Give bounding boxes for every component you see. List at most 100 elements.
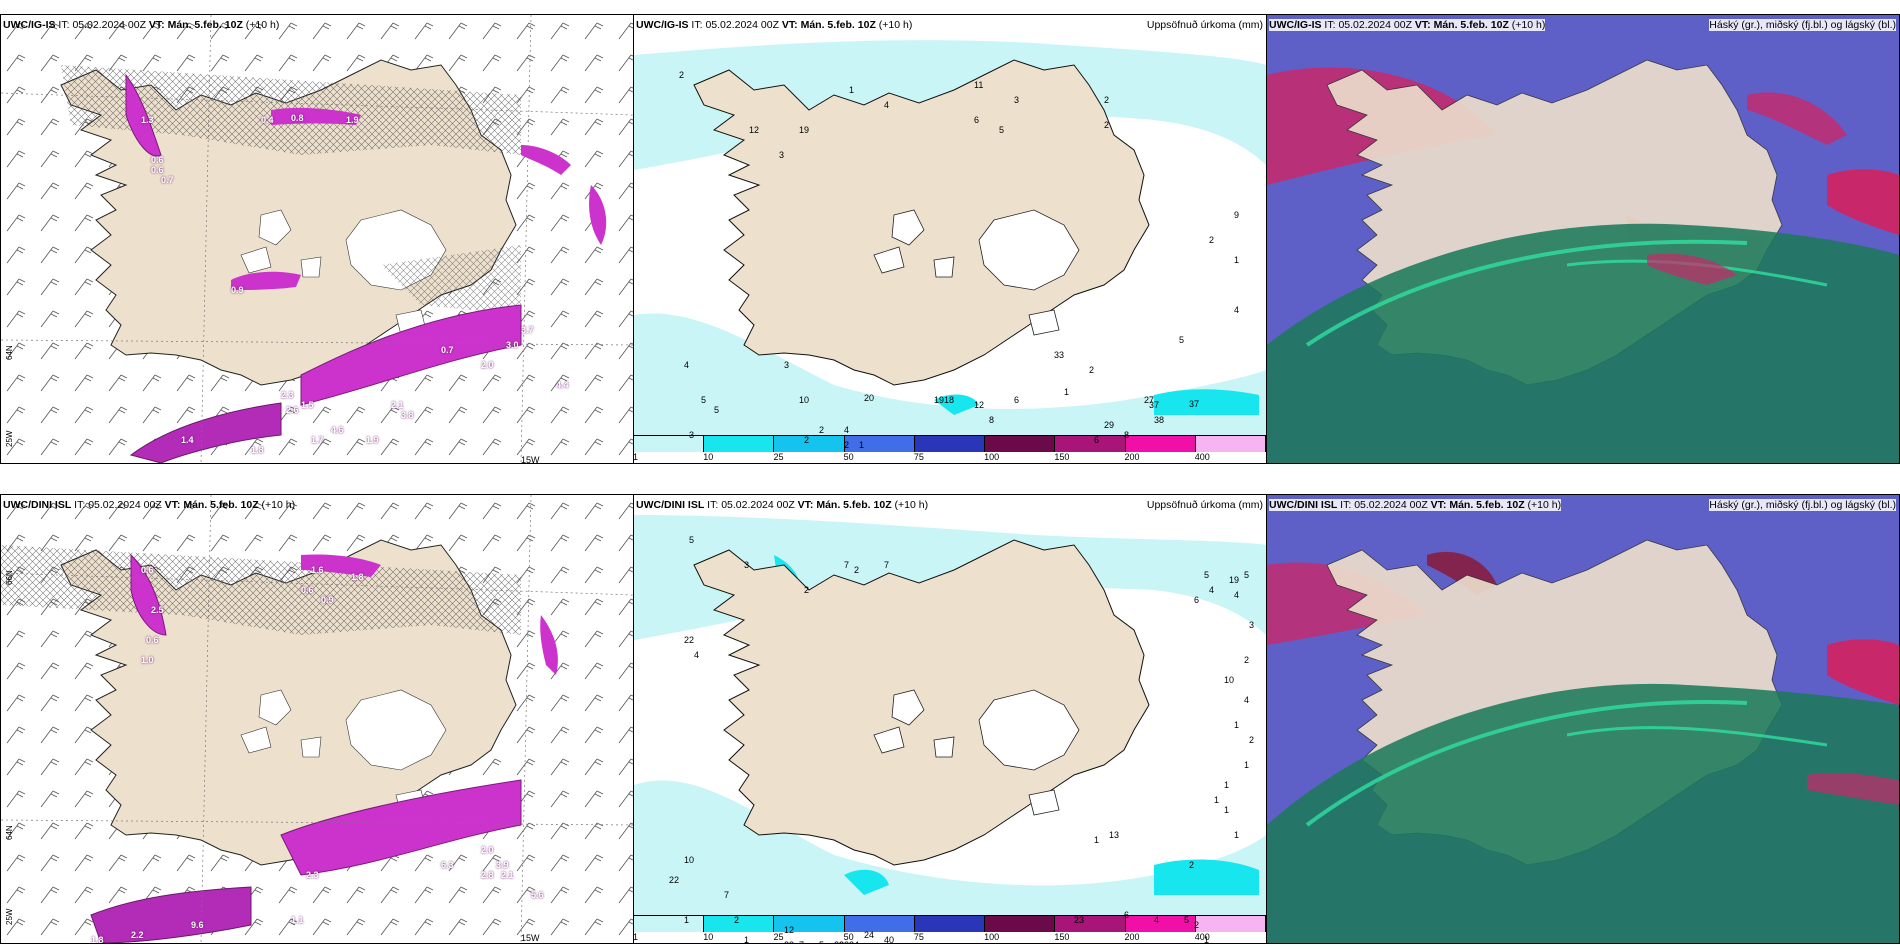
scale-swatch xyxy=(1055,436,1126,452)
scale-label: 200 xyxy=(1124,932,1140,942)
value-label: 4 xyxy=(1234,590,1240,600)
value-label: 24 xyxy=(864,930,875,940)
value-label: 1 xyxy=(1234,720,1240,730)
scale-label: 150 xyxy=(1054,452,1070,462)
map-panel-precip-igis: UWC/IG-IS IT: 05.02.2024 00Z VT: Mán. 5.… xyxy=(633,14,1267,464)
value-label: 2.8 xyxy=(481,870,494,880)
value-label: 4 xyxy=(844,425,850,435)
value-label: 1.4 xyxy=(181,435,194,445)
scale-label: 25 xyxy=(773,932,784,942)
value-label: 40 xyxy=(884,935,895,944)
value-label: 1 xyxy=(744,935,750,944)
value-label: 12 xyxy=(974,400,985,410)
value-label: 1 xyxy=(1244,760,1250,770)
value-label: 2 xyxy=(1104,120,1110,130)
scale-label: 100 xyxy=(984,452,1000,462)
value-label: 1.3 xyxy=(141,115,154,125)
lat-label-25w: 25W xyxy=(5,430,14,447)
value-label: 10 xyxy=(1224,675,1235,685)
value-label: 37 xyxy=(1189,399,1200,409)
panel-title: UWC/DINI ISL IT: 05.02.2024 00Z VT: Mán.… xyxy=(3,499,296,511)
value-label: 7 xyxy=(724,890,730,900)
value-label: 0.6 xyxy=(146,635,159,645)
value-label: 22 xyxy=(684,635,695,645)
value-label: 19 xyxy=(799,125,810,135)
value-label: 2.0 xyxy=(481,360,494,370)
value-label: 2 xyxy=(1104,95,1110,105)
scale-swatch xyxy=(1125,916,1196,932)
scale-label: 100 xyxy=(984,932,1000,942)
value-label: 1.6 xyxy=(311,565,324,575)
value-label: 2.6 xyxy=(286,405,299,415)
precip-color-scale: 1 10 25 50 75 100 150 200 400 xyxy=(634,435,1266,463)
value-label: 8 xyxy=(989,415,995,425)
panel-title: UWC/DINI ISL IT: 05.02.2024 00Z VT: Mán.… xyxy=(1269,499,1562,511)
value-label: 12 xyxy=(749,125,760,135)
value-label: 1.9 xyxy=(366,435,379,445)
value-label: 24 xyxy=(849,940,859,943)
value-label: 1 xyxy=(1214,795,1220,805)
scale-label: 25 xyxy=(773,452,784,462)
value-label: 1 xyxy=(849,85,855,95)
value-label: 4.6 xyxy=(331,425,344,435)
value-label: 0.4 xyxy=(261,115,274,125)
value-label: 2.3 xyxy=(306,870,319,880)
value-label: 3.7 xyxy=(521,325,534,335)
value-label: 4 xyxy=(884,100,890,110)
value-label: 18 xyxy=(944,395,955,405)
scale-swatch xyxy=(985,436,1056,452)
value-label: 2.3 xyxy=(281,390,294,400)
value-label: 0.7 xyxy=(161,175,174,185)
scale-swatch xyxy=(774,916,845,932)
value-label: 2 xyxy=(804,435,810,445)
value-label: 3.8 xyxy=(401,410,414,420)
scale-swatch xyxy=(844,436,915,452)
panel-title: UWC/IG-IS IT: 05.02.2024 00Z VT: Mán. 5.… xyxy=(636,19,913,31)
value-label: 2 xyxy=(844,440,850,450)
value-label: 1.7 xyxy=(311,435,324,445)
value-label: 6 xyxy=(1124,910,1130,920)
value-label: 9 xyxy=(1234,210,1240,220)
scale-swatch xyxy=(1195,916,1266,932)
panel-subtitle: Uppsöfnuð úrkoma (mm) xyxy=(1146,19,1263,31)
value-label: 1.5 xyxy=(301,400,314,410)
value-label: 3 xyxy=(744,560,750,570)
lat-label-66n: 66N xyxy=(5,570,14,585)
value-label: 2.0 xyxy=(481,845,494,855)
value-label: 1 xyxy=(1234,830,1240,840)
value-label: 2.2 xyxy=(131,930,144,940)
value-label: 2 xyxy=(1244,655,1250,665)
panel-title: UWC/IG-IS IT: 05.02.2024 00Z VT: Mán. 5.… xyxy=(1269,19,1546,31)
value-label: 20 xyxy=(864,393,875,403)
value-label: 1.8 xyxy=(251,445,264,455)
scale-label: 50 xyxy=(843,452,854,462)
value-label: 1 xyxy=(1094,835,1100,845)
value-label: 2 xyxy=(819,425,825,435)
scale-swatch xyxy=(704,916,775,932)
value-label: 11 xyxy=(974,80,984,90)
value-label: 0.6 xyxy=(141,565,154,575)
panel-subtitle: Háský (gr.), miðský (fj.bl.) og lágský (… xyxy=(1709,499,1896,511)
panel-subtitle: Háský (gr.), miðský (fj.bl.) og lágský (… xyxy=(1709,19,1896,31)
value-label: 2 xyxy=(734,915,740,925)
value-label: 9.6 xyxy=(191,920,204,930)
value-label: 1.0 xyxy=(141,655,154,665)
scale-swatch xyxy=(914,916,986,932)
value-label: 1 xyxy=(744,940,749,943)
value-label: 6 xyxy=(1194,595,1200,605)
value-label: 10 xyxy=(684,855,695,865)
scale-label: 200 xyxy=(1124,452,1140,462)
value-label: 0.9 xyxy=(231,285,244,295)
value-label: 23 xyxy=(784,940,794,943)
value-label: 2 xyxy=(1209,235,1215,245)
value-label: 1 xyxy=(1064,387,1070,397)
precip-color-scale: 1 10 25 50 75 100 150 200 400 xyxy=(634,915,1266,943)
value-label: 5 xyxy=(1184,915,1190,925)
value-label: 22 xyxy=(669,875,680,885)
lat-label-64n: 64N xyxy=(5,345,14,360)
value-label: 1.1 xyxy=(291,915,304,925)
scale-label: 400 xyxy=(1194,932,1210,942)
map-panel-cloud-dini: UWC/DINI ISL IT: 05.02.2024 00Z VT: Mán.… xyxy=(1266,494,1900,944)
value-label: 23 xyxy=(1074,915,1085,925)
map-canvas xyxy=(634,40,1266,435)
